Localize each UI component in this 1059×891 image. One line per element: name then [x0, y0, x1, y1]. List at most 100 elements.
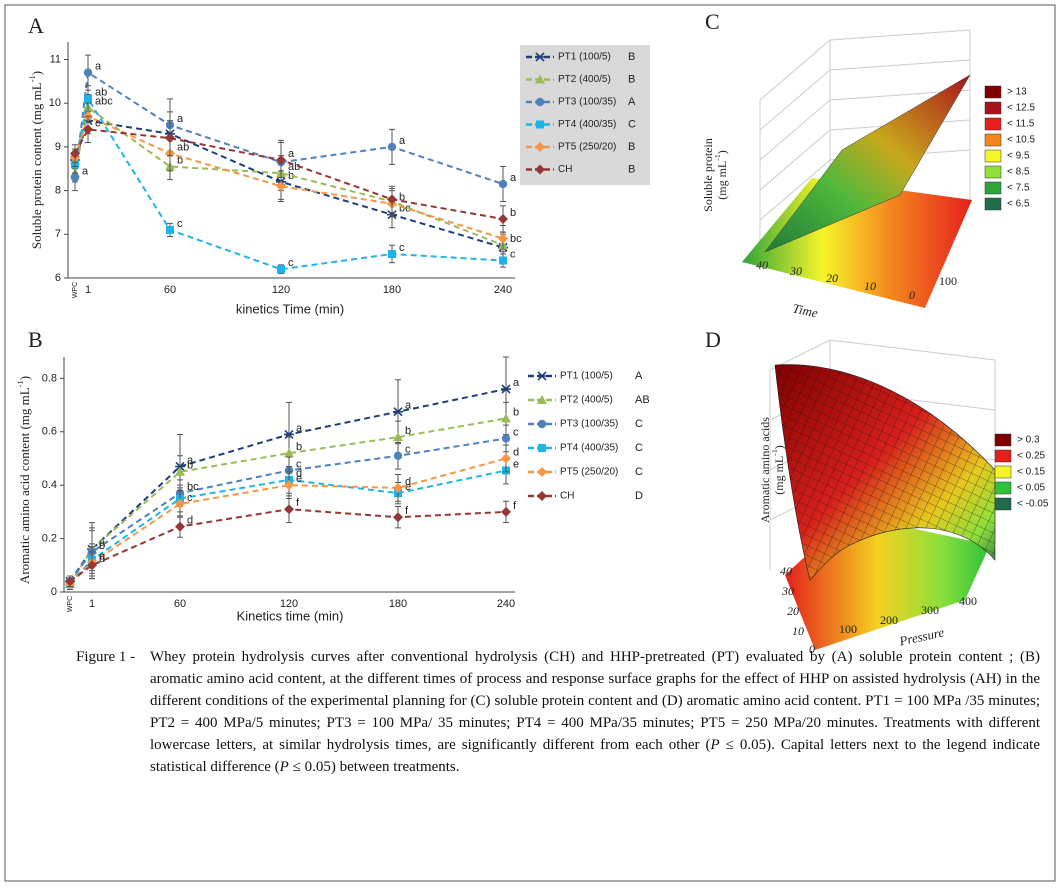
marker: [83, 124, 93, 135]
marker: [501, 413, 511, 423]
legend-group: A: [635, 370, 643, 382]
significance-letter: f: [296, 497, 300, 509]
marker: [175, 466, 185, 476]
y-tick-label: 9: [55, 141, 61, 153]
line-chart: B 0 0.2 0.4 0.6 0.8 WPC 1 60 120 180 240 Kinetics ti…: [28, 327, 657, 623]
legend-label: < 11.5: [1007, 119, 1035, 130]
x-tick-label: WPC: [72, 282, 79, 298]
legend-label: < 6.5: [1007, 199, 1030, 210]
significance-letter: f: [405, 505, 409, 517]
legend-swatch: [994, 481, 1012, 495]
x-tick-label: 180: [383, 284, 401, 296]
label-part: ): [29, 71, 44, 75]
legend-swatch: [994, 433, 1012, 447]
significance-letter: a: [405, 400, 412, 412]
marker: [501, 506, 511, 517]
legend-label: < 0.05: [1017, 483, 1046, 494]
marker: [387, 142, 397, 152]
series-line: [74, 114, 504, 240]
significance-letter: e: [513, 458, 519, 470]
significance-letter: d: [187, 514, 193, 526]
x-axis-label: kinetics Time (min): [236, 301, 344, 316]
label-part: (mg mL: [772, 456, 786, 495]
x-tick-label: 120: [272, 284, 290, 296]
legend-group: C: [628, 118, 636, 130]
marker: [284, 480, 294, 491]
marker: [165, 133, 175, 144]
legend-marker: [537, 371, 547, 381]
time-tick-label: 30: [781, 584, 794, 598]
marker: [387, 194, 397, 205]
legend-label: > 0.3: [1017, 435, 1040, 446]
significance-letter: d: [296, 468, 302, 480]
caption-part: ≤ 0.05). Capital letters next to the leg…: [150, 737, 1040, 775]
marker: [284, 448, 294, 458]
x-tick-label: 120: [280, 598, 298, 610]
caption-part: P: [710, 737, 720, 753]
marker: [277, 265, 285, 274]
legend-group: B: [628, 141, 635, 153]
time-tick-label: 0: [909, 288, 915, 302]
time-tick-label: 40: [756, 258, 768, 272]
legend-label: PT3 (100/35): [560, 419, 618, 430]
legend-swatch: [994, 497, 1012, 511]
y-axis-label: Aromatic amino acid content (mg mL-1): [15, 376, 32, 584]
x-tick-label: 1: [89, 598, 95, 610]
significance-letter: c: [296, 458, 302, 470]
legend-group: B: [628, 73, 635, 85]
legend-label: PT1 (100/5): [560, 371, 613, 382]
label-part: Soluble protein content (mg mL: [29, 82, 44, 249]
legend-marker: [535, 142, 545, 152]
y-tick-label: 8: [55, 184, 61, 196]
panel-title: A: [28, 13, 44, 38]
legend-marker: [537, 467, 547, 477]
legend-label: PT3 (100/35): [558, 97, 616, 108]
panel-title: D: [705, 327, 721, 352]
significance-letter: c: [510, 248, 516, 260]
label-part: -1: [27, 75, 37, 82]
legend-marker: [535, 97, 545, 107]
marker: [499, 256, 507, 265]
legend-group: C: [635, 442, 643, 454]
legend-label: < 7.5: [1007, 183, 1030, 194]
significance-letter: c: [177, 218, 183, 230]
y-axis-label: Aromatic amino acids(mg mL-1): [758, 417, 786, 523]
time-tick-label: 0: [809, 642, 815, 656]
legend-label: < 10.5: [1007, 135, 1036, 146]
significance-letter: b: [99, 540, 105, 552]
legend-label: PT2 (400/5): [558, 74, 611, 85]
significance-letter: a: [82, 165, 89, 177]
significance-letter: c: [95, 117, 101, 129]
marker: [393, 432, 403, 442]
legend-group: C: [635, 418, 643, 430]
legend-group: D: [635, 490, 643, 502]
significance-letter: a: [399, 135, 406, 147]
y-tick-label: 10: [49, 97, 61, 109]
legend-label: PT5 (250/20): [560, 467, 618, 478]
legend-swatch: [984, 101, 1002, 115]
legend-label: PT5 (250/20): [558, 142, 616, 153]
legend-label: < 9.5: [1007, 151, 1030, 162]
significance-letter: b: [513, 406, 519, 418]
pressure-tick-label: 300: [921, 603, 939, 617]
significance-letter: e: [405, 481, 411, 493]
label-part: -1: [15, 380, 25, 387]
significance-letter: c: [405, 444, 411, 456]
significance-letter: b: [187, 460, 193, 472]
time-tick-label: 30: [789, 264, 802, 278]
significance-letter: a: [513, 377, 520, 389]
surface-c-art: [742, 29, 972, 308]
label-part: -1: [713, 154, 722, 161]
pressure-tick-label: 400: [959, 594, 977, 608]
y-tick-label: 0.8: [42, 372, 57, 384]
significance-letter: abc: [95, 95, 113, 107]
series-line: [74, 96, 504, 271]
pressure-tick-label: 100: [839, 622, 857, 636]
legend-box: [520, 45, 650, 185]
significance-letter: a: [95, 60, 102, 72]
time-tick-label: 10: [792, 624, 804, 638]
legend-marker: [536, 120, 544, 129]
significance-letter: b: [296, 441, 302, 453]
marker: [393, 482, 403, 493]
